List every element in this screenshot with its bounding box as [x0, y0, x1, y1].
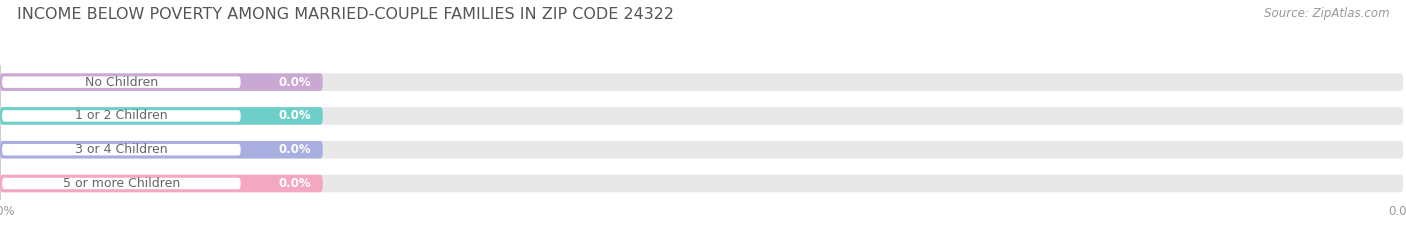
Text: INCOME BELOW POVERTY AMONG MARRIED-COUPLE FAMILIES IN ZIP CODE 24322: INCOME BELOW POVERTY AMONG MARRIED-COUPL… — [17, 7, 673, 22]
FancyBboxPatch shape — [0, 107, 1403, 125]
FancyBboxPatch shape — [0, 141, 323, 158]
FancyBboxPatch shape — [0, 141, 1403, 158]
Text: 5 or more Children: 5 or more Children — [63, 177, 180, 190]
FancyBboxPatch shape — [0, 107, 323, 125]
FancyBboxPatch shape — [1, 110, 240, 122]
Text: 3 or 4 Children: 3 or 4 Children — [75, 143, 167, 156]
Text: 0.0%: 0.0% — [278, 76, 311, 89]
Text: 0.0%: 0.0% — [278, 110, 311, 122]
Text: Source: ZipAtlas.com: Source: ZipAtlas.com — [1264, 7, 1389, 20]
Text: 1 or 2 Children: 1 or 2 Children — [75, 110, 167, 122]
Text: 0.0%: 0.0% — [278, 177, 311, 190]
FancyBboxPatch shape — [0, 73, 323, 91]
Text: No Children: No Children — [84, 76, 157, 89]
FancyBboxPatch shape — [1, 144, 240, 155]
FancyBboxPatch shape — [0, 73, 1403, 91]
FancyBboxPatch shape — [0, 175, 323, 192]
FancyBboxPatch shape — [0, 175, 1403, 192]
Text: 0.0%: 0.0% — [278, 143, 311, 156]
FancyBboxPatch shape — [1, 76, 240, 88]
FancyBboxPatch shape — [1, 178, 240, 189]
